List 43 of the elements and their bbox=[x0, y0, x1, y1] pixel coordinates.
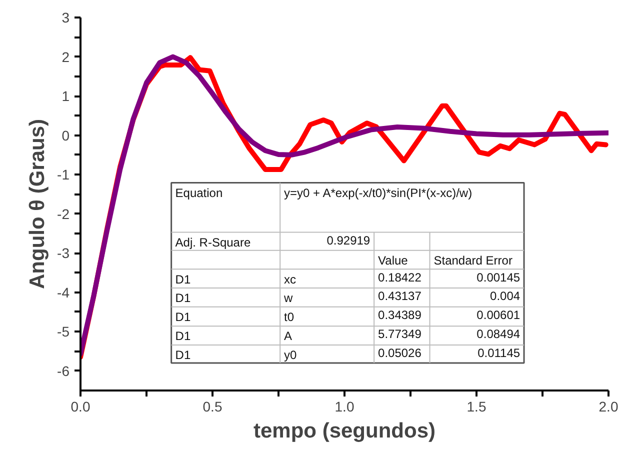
annotation: 5.77349 bbox=[378, 327, 422, 342]
annotation: D1 bbox=[175, 310, 191, 324]
x-axis-title: tempo (segundos) bbox=[254, 420, 436, 442]
annotation: 0.00145 bbox=[476, 270, 520, 284]
annotation: D1 bbox=[175, 272, 191, 286]
annotation: 0.05026 bbox=[378, 346, 422, 360]
annotation: y=y0 + A*exp(-x/t0)*sin(PI*(x-xc)/w) bbox=[284, 186, 472, 200]
annotation: 0.34389 bbox=[378, 308, 422, 322]
annotation: t0 bbox=[284, 310, 294, 324]
y-tick-label: -2 bbox=[57, 206, 70, 222]
annotation: 0.01145 bbox=[478, 346, 520, 360]
y-tick-label: -3 bbox=[57, 245, 70, 262]
y-tick-label: -5 bbox=[57, 324, 70, 340]
annotation: 0.43137 bbox=[378, 289, 422, 304]
x-tick-label: 0.5 bbox=[202, 398, 222, 414]
annotation: xc bbox=[284, 272, 296, 286]
y-tick-label: -6 bbox=[57, 362, 70, 379]
x-tick-label: 2.0 bbox=[598, 398, 618, 414]
y-tick-label: 1 bbox=[62, 88, 70, 104]
annotation: w bbox=[283, 291, 294, 306]
annotation: 0.004 bbox=[490, 289, 520, 304]
y-tick-label: 2 bbox=[62, 48, 70, 65]
annotation: 0.00601 bbox=[476, 308, 520, 322]
annotation: 0.92919 bbox=[326, 233, 370, 248]
y-tick-label: 0 bbox=[62, 127, 70, 144]
annotation: Equation bbox=[175, 186, 223, 200]
annotation: 0.08494 bbox=[476, 327, 520, 342]
annotation: Standard Error bbox=[434, 253, 512, 268]
y-tick-label: -4 bbox=[57, 284, 70, 300]
x-tick-label: 1.0 bbox=[334, 398, 354, 414]
annotation: y0 bbox=[284, 348, 298, 362]
annotation: D1 bbox=[175, 348, 191, 362]
annotation: 0.18422 bbox=[378, 270, 422, 284]
y-tick-label: 3 bbox=[62, 10, 70, 26]
annotation: A bbox=[284, 329, 292, 344]
annotation: D1 bbox=[175, 329, 191, 344]
annotation: Adj. R-Square bbox=[175, 235, 251, 250]
annotation: Value bbox=[378, 253, 408, 268]
x-tick-label: 1.5 bbox=[466, 398, 486, 414]
y-axis-title: Angulo θ (Graus) bbox=[26, 118, 50, 290]
x-tick-label: 0.0 bbox=[70, 398, 90, 414]
annotation: D1 bbox=[175, 291, 191, 306]
y-tick-label: -1 bbox=[57, 166, 70, 183]
